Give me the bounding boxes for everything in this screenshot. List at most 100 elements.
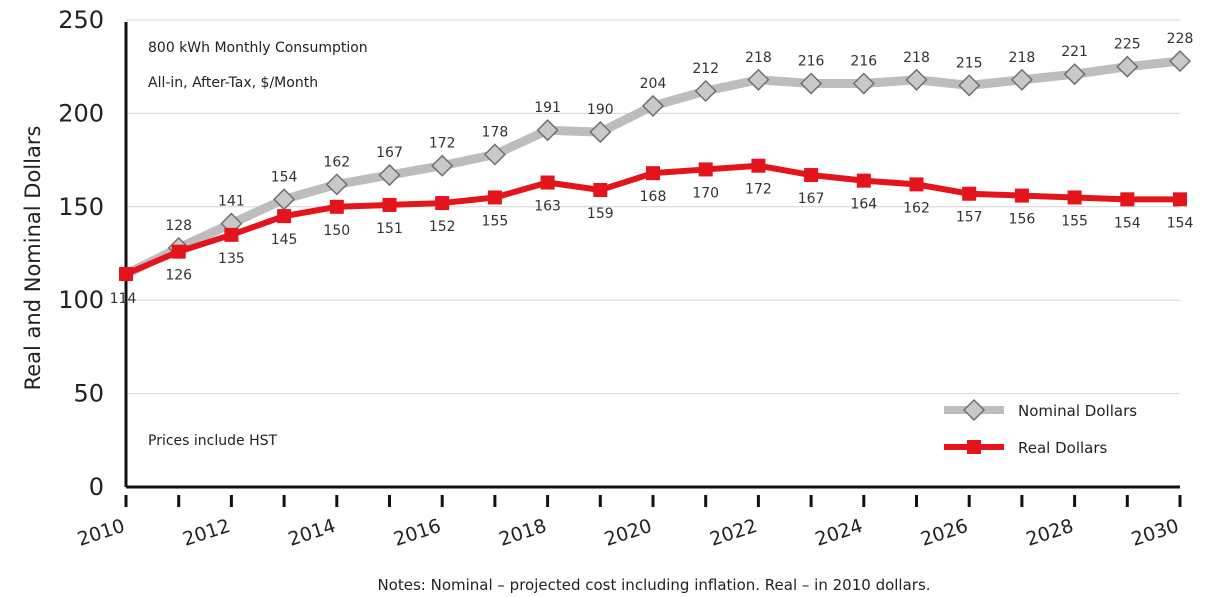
data-label-real-dollars-2028: 155 <box>1061 213 1088 229</box>
data-label-real-dollars-2012: 135 <box>218 251 245 267</box>
data-label-nominal-dollars-2014: 162 <box>323 154 350 170</box>
point-real-dollars-2016 <box>435 196 450 211</box>
data-label-nominal-dollars-2030: 228 <box>1167 31 1194 47</box>
data-label-nominal-dollars-2023: 216 <box>798 54 825 70</box>
data-label-nominal-dollars-2024: 216 <box>850 54 877 70</box>
data-label-real-dollars-2030: 154 <box>1167 215 1194 231</box>
data-label-real-dollars-2021: 170 <box>692 185 719 201</box>
data-label-real-dollars-2014: 150 <box>323 223 350 239</box>
point-real-dollars-2022 <box>751 158 766 173</box>
point-real-dollars-2027 <box>1014 188 1029 203</box>
x-tick-label-2026: 2026 <box>918 515 971 551</box>
legend-label-real: Real Dollars <box>1018 439 1108 457</box>
point-nominal-dollars-2021 <box>694 79 717 103</box>
point-nominal-dollars-2023 <box>800 72 823 95</box>
chart-notes: Notes: Nominal – projected cost includin… <box>377 576 930 594</box>
data-label-nominal-dollars-2021: 212 <box>692 61 719 77</box>
data-label-real-dollars-2025: 162 <box>903 200 930 216</box>
legend: Nominal Dollars Real Dollars <box>944 398 1137 457</box>
x-tick-label-2012: 2012 <box>180 515 233 551</box>
x-tick-label-2010: 2010 <box>75 515 128 551</box>
point-nominal-dollars-2019 <box>589 121 612 144</box>
point-nominal-dollars-2014 <box>325 173 348 196</box>
point-nominal-dollars-2016 <box>431 154 454 177</box>
point-nominal-dollars-2020 <box>641 94 665 117</box>
annotation-consumption: 800 kWh Monthly Consumption <box>148 40 368 56</box>
data-label-real-dollars-2029: 154 <box>1114 215 1141 231</box>
point-real-dollars-2019 <box>593 182 608 197</box>
data-label-real-dollars-2022: 172 <box>745 182 772 198</box>
data-label-real-dollars-2011: 126 <box>165 268 192 284</box>
x-tick-label-2018: 2018 <box>496 515 549 551</box>
point-real-dollars-2014 <box>329 199 344 214</box>
point-nominal-dollars-2030 <box>1168 50 1192 73</box>
y-tick-label-100: 100 <box>58 286 104 314</box>
x-tick-labels: 2010 2012 2014 2016 2018 2020 2022 2024 2026 2028… <box>75 515 1182 551</box>
data-label-nominal-dollars-2029: 225 <box>1114 37 1141 53</box>
data-label-nominal-dollars-2017: 178 <box>482 124 509 140</box>
data-label-nominal-dollars-2013: 154 <box>271 169 298 185</box>
point-nominal-dollars-2025 <box>905 68 928 91</box>
point-nominal-dollars-2029 <box>1116 55 1139 78</box>
data-label-real-dollars-2018: 163 <box>534 199 561 215</box>
data-label-nominal-dollars-2015: 167 <box>376 145 403 161</box>
y-tick-label-50: 50 <box>73 380 104 408</box>
point-real-dollars-2013 <box>277 209 292 224</box>
legend-square-marker <box>967 440 981 454</box>
annotation-hst: Prices include HST <box>148 433 277 449</box>
point-real-dollars-2021 <box>698 162 713 177</box>
point-real-dollars-2025 <box>909 177 924 192</box>
data-label-real-dollars-2023: 167 <box>798 191 825 207</box>
x-tick-label-2030: 2030 <box>1129 515 1182 551</box>
point-nominal-dollars-2017 <box>483 143 506 166</box>
point-real-dollars-2029 <box>1120 192 1135 207</box>
annotation-pricing-basis: All-in, After-Tax, $/Month <box>148 75 318 91</box>
point-real-dollars-2010 <box>119 267 133 282</box>
data-label-nominal-dollars-2022: 218 <box>745 50 772 66</box>
data-label-real-dollars-2010: 114 <box>110 291 137 307</box>
y-axis-label: Real and Nominal Dollars <box>21 126 45 391</box>
data-label-nominal-dollars-2028: 221 <box>1061 44 1088 60</box>
x-tick-label-2028: 2028 <box>1023 515 1076 551</box>
point-real-dollars-2024 <box>856 173 871 188</box>
data-label-nominal-dollars-2019: 190 <box>587 102 614 118</box>
point-real-dollars-2023 <box>804 168 819 183</box>
data-label-nominal-dollars-2027: 218 <box>1009 50 1036 66</box>
axes <box>124 22 1182 507</box>
legend-label-nominal: Nominal Dollars <box>1018 402 1137 420</box>
data-label-real-dollars-2016: 152 <box>429 219 456 235</box>
y-tick-label-250: 250 <box>58 6 104 34</box>
data-label-nominal-dollars-2025: 218 <box>903 50 930 66</box>
legend-diamond-marker <box>962 398 986 422</box>
data-label-real-dollars-2026: 157 <box>956 210 983 226</box>
data-label-nominal-dollars-2016: 172 <box>429 136 456 152</box>
point-real-dollars-2030 <box>1173 192 1187 207</box>
data-label-real-dollars-2017: 155 <box>482 213 509 229</box>
legend-item-nominal: Nominal Dollars <box>944 398 1137 422</box>
gridlines <box>126 19 1180 395</box>
point-nominal-dollars-2028 <box>1063 63 1086 86</box>
data-label-real-dollars-2020: 168 <box>640 189 667 205</box>
point-real-dollars-2015 <box>382 197 397 212</box>
point-real-dollars-2017 <box>487 190 502 205</box>
data-label-nominal-dollars-2018: 191 <box>534 100 561 116</box>
point-nominal-dollars-2018 <box>536 119 559 142</box>
data-label-nominal-dollars-2011: 128 <box>165 218 192 234</box>
data-label-real-dollars-2019: 159 <box>587 206 614 222</box>
y-tick-label-200: 200 <box>58 99 104 127</box>
data-label-real-dollars-2015: 151 <box>376 221 403 237</box>
data-label-nominal-dollars-2020: 204 <box>640 76 667 92</box>
x-tick-label-2020: 2020 <box>602 515 655 551</box>
point-nominal-dollars-2024 <box>852 72 875 95</box>
point-nominal-dollars-2027 <box>1010 68 1033 91</box>
point-real-dollars-2026 <box>962 186 977 201</box>
point-real-dollars-2012 <box>224 227 239 242</box>
data-label-nominal-dollars-2026: 215 <box>956 55 983 71</box>
y-tick-labels: 0 50 100 150 200 250 <box>58 6 104 501</box>
series-layer: 128 141 154 162 167 172 178 191 190 204 212 218 216 2… <box>110 31 1194 307</box>
point-real-dollars-2018 <box>540 175 555 190</box>
point-real-dollars-2028 <box>1067 190 1082 205</box>
x-tick-label-2014: 2014 <box>286 515 339 551</box>
point-real-dollars-2011 <box>171 244 186 259</box>
data-label-real-dollars-2027: 156 <box>1009 212 1036 228</box>
